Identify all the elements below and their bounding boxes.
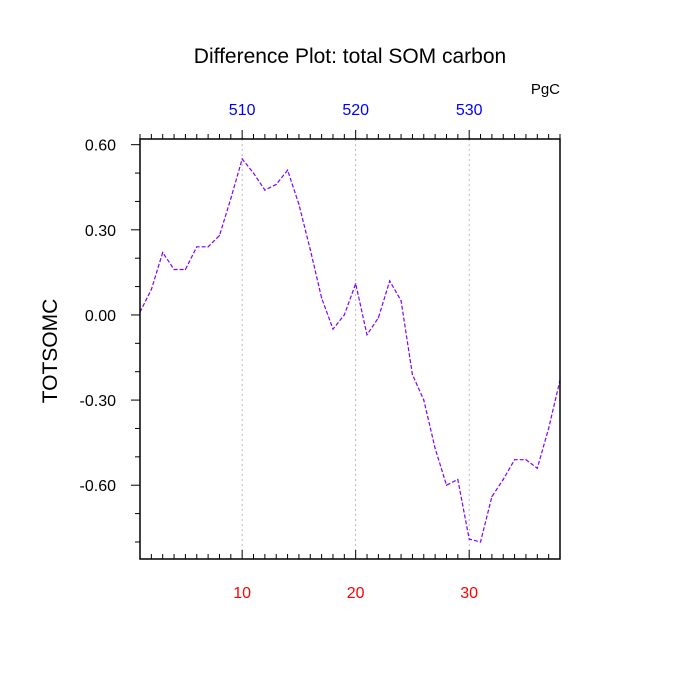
data-point (230, 197, 232, 200)
data-point (286, 169, 289, 171)
data-point (434, 447, 436, 449)
y-tick-label: 0.60 (85, 138, 116, 155)
data-point (218, 234, 221, 237)
plot-frame (139, 138, 561, 560)
data-point (468, 538, 470, 540)
data-point (389, 280, 391, 282)
data-point (411, 373, 414, 376)
data-point (502, 478, 504, 481)
y-tick-label: -0.30 (80, 393, 117, 410)
axis-ticks (131, 130, 561, 559)
series-line (139, 157, 561, 543)
data-point (264, 189, 266, 191)
data-point (332, 328, 334, 330)
data-point (457, 478, 459, 481)
data-point (377, 317, 379, 319)
data-point (150, 288, 152, 291)
data-point (252, 172, 255, 174)
data-point (162, 251, 164, 254)
top-tick-label: 520 (342, 102, 369, 119)
data-point (513, 459, 516, 461)
data-point (355, 283, 357, 285)
units-label: PgC (531, 81, 560, 98)
x-tick-label: 10 (233, 585, 251, 602)
data-point (241, 158, 243, 160)
data-point (275, 183, 277, 186)
data-point (343, 314, 345, 316)
data-point (173, 268, 175, 271)
data-point (309, 249, 311, 251)
tick-labels: 10 20 30 510 520 530 0.60 0.30 0.00 -0.30 -0.60 (80, 102, 483, 602)
data-point (366, 334, 368, 336)
data-point (298, 203, 300, 205)
top-tick-label: 530 (456, 102, 483, 119)
grid-lines (241, 139, 470, 559)
y-tick-label: 0.00 (85, 308, 116, 325)
y-axis-label: TOTSOMC (39, 299, 62, 404)
chart-title: Difference Plot: total SOM carbon (194, 45, 506, 68)
y-tick-label: -0.60 (80, 478, 117, 495)
data-point (196, 246, 198, 248)
x-tick-label: 20 (347, 585, 365, 602)
data-point (548, 427, 550, 430)
data-point (207, 246, 209, 248)
x-tick-label: 30 (460, 585, 478, 602)
data-point (479, 541, 482, 543)
data-point (321, 297, 323, 299)
data-point (184, 268, 187, 271)
data-point (491, 495, 493, 498)
data-point (525, 459, 527, 461)
series-layer (139, 157, 561, 543)
y-tick-label: 0.30 (85, 223, 116, 240)
data-point (536, 467, 538, 469)
data-point (400, 300, 402, 302)
data-point (423, 399, 425, 401)
data-point (445, 484, 448, 486)
top-tick-label: 510 (229, 102, 256, 119)
